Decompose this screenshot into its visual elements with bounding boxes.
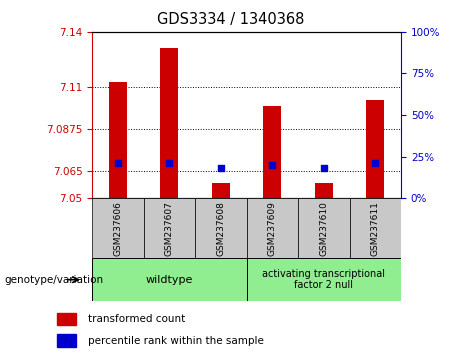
Point xyxy=(320,165,327,171)
Bar xyxy=(58,334,77,347)
Point xyxy=(269,162,276,168)
Point xyxy=(372,160,379,166)
Bar xyxy=(366,100,384,198)
Text: genotype/variation: genotype/variation xyxy=(5,275,104,285)
Text: GSM237610: GSM237610 xyxy=(319,201,328,256)
Point xyxy=(217,165,225,171)
Text: transformed count: transformed count xyxy=(88,314,185,324)
Bar xyxy=(58,313,77,325)
Point xyxy=(114,160,122,166)
Bar xyxy=(160,48,178,198)
Bar xyxy=(92,258,247,301)
Text: activating transcriptional
factor 2 null: activating transcriptional factor 2 null xyxy=(262,269,385,291)
Bar xyxy=(315,183,333,198)
Text: percentile rank within the sample: percentile rank within the sample xyxy=(88,336,264,346)
Bar xyxy=(349,198,401,258)
Text: GDS3334 / 1340368: GDS3334 / 1340368 xyxy=(157,12,304,27)
Text: GSM237611: GSM237611 xyxy=(371,201,380,256)
Bar xyxy=(144,198,195,258)
Text: GSM237608: GSM237608 xyxy=(216,201,225,256)
Text: wildtype: wildtype xyxy=(146,275,193,285)
Bar xyxy=(212,183,230,198)
Text: GSM237609: GSM237609 xyxy=(268,201,277,256)
Bar xyxy=(92,198,144,258)
Bar xyxy=(247,258,401,301)
Bar xyxy=(247,198,298,258)
Point xyxy=(166,160,173,166)
Bar xyxy=(298,198,349,258)
Text: GSM237606: GSM237606 xyxy=(113,201,123,256)
Bar xyxy=(195,198,247,258)
Text: GSM237607: GSM237607 xyxy=(165,201,174,256)
Bar xyxy=(263,106,281,198)
Bar xyxy=(109,82,127,198)
